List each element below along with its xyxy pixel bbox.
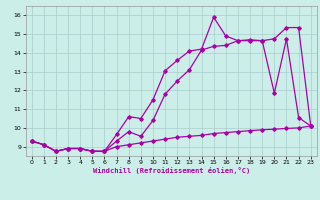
X-axis label: Windchill (Refroidissement éolien,°C): Windchill (Refroidissement éolien,°C) xyxy=(92,167,250,174)
